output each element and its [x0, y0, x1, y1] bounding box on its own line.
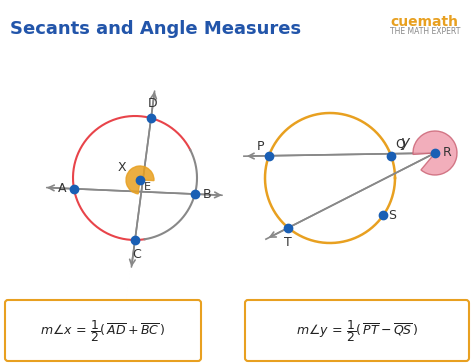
- FancyBboxPatch shape: [5, 300, 201, 361]
- FancyBboxPatch shape: [245, 300, 469, 361]
- Text: P: P: [256, 140, 264, 153]
- Text: THE MATH EXPERT: THE MATH EXPERT: [390, 27, 460, 36]
- Text: $m\angle y\,=\,\dfrac{1}{2}(\,\overline{PT}-\overline{QS}\,)$: $m\angle y\,=\,\dfrac{1}{2}(\,\overline{…: [296, 318, 419, 344]
- Text: Secants and Angle Measures: Secants and Angle Measures: [10, 20, 301, 38]
- Text: B: B: [203, 188, 211, 200]
- Text: S: S: [388, 209, 396, 222]
- Text: cuemath: cuemath: [390, 15, 458, 29]
- Text: Q: Q: [395, 138, 405, 151]
- Wedge shape: [126, 166, 154, 194]
- Text: C: C: [133, 248, 141, 261]
- Text: $m\angle x\,=\,\dfrac{1}{2}(\,\overline{AD}+\overline{BC}\,)$: $m\angle x\,=\,\dfrac{1}{2}(\,\overline{…: [40, 318, 165, 344]
- Text: E: E: [144, 182, 151, 192]
- Text: X: X: [118, 161, 126, 174]
- Text: T: T: [284, 236, 292, 249]
- Text: D: D: [148, 97, 158, 110]
- Text: R: R: [443, 147, 452, 159]
- Text: y: y: [401, 135, 410, 151]
- Text: A: A: [57, 182, 66, 195]
- Wedge shape: [413, 131, 457, 175]
